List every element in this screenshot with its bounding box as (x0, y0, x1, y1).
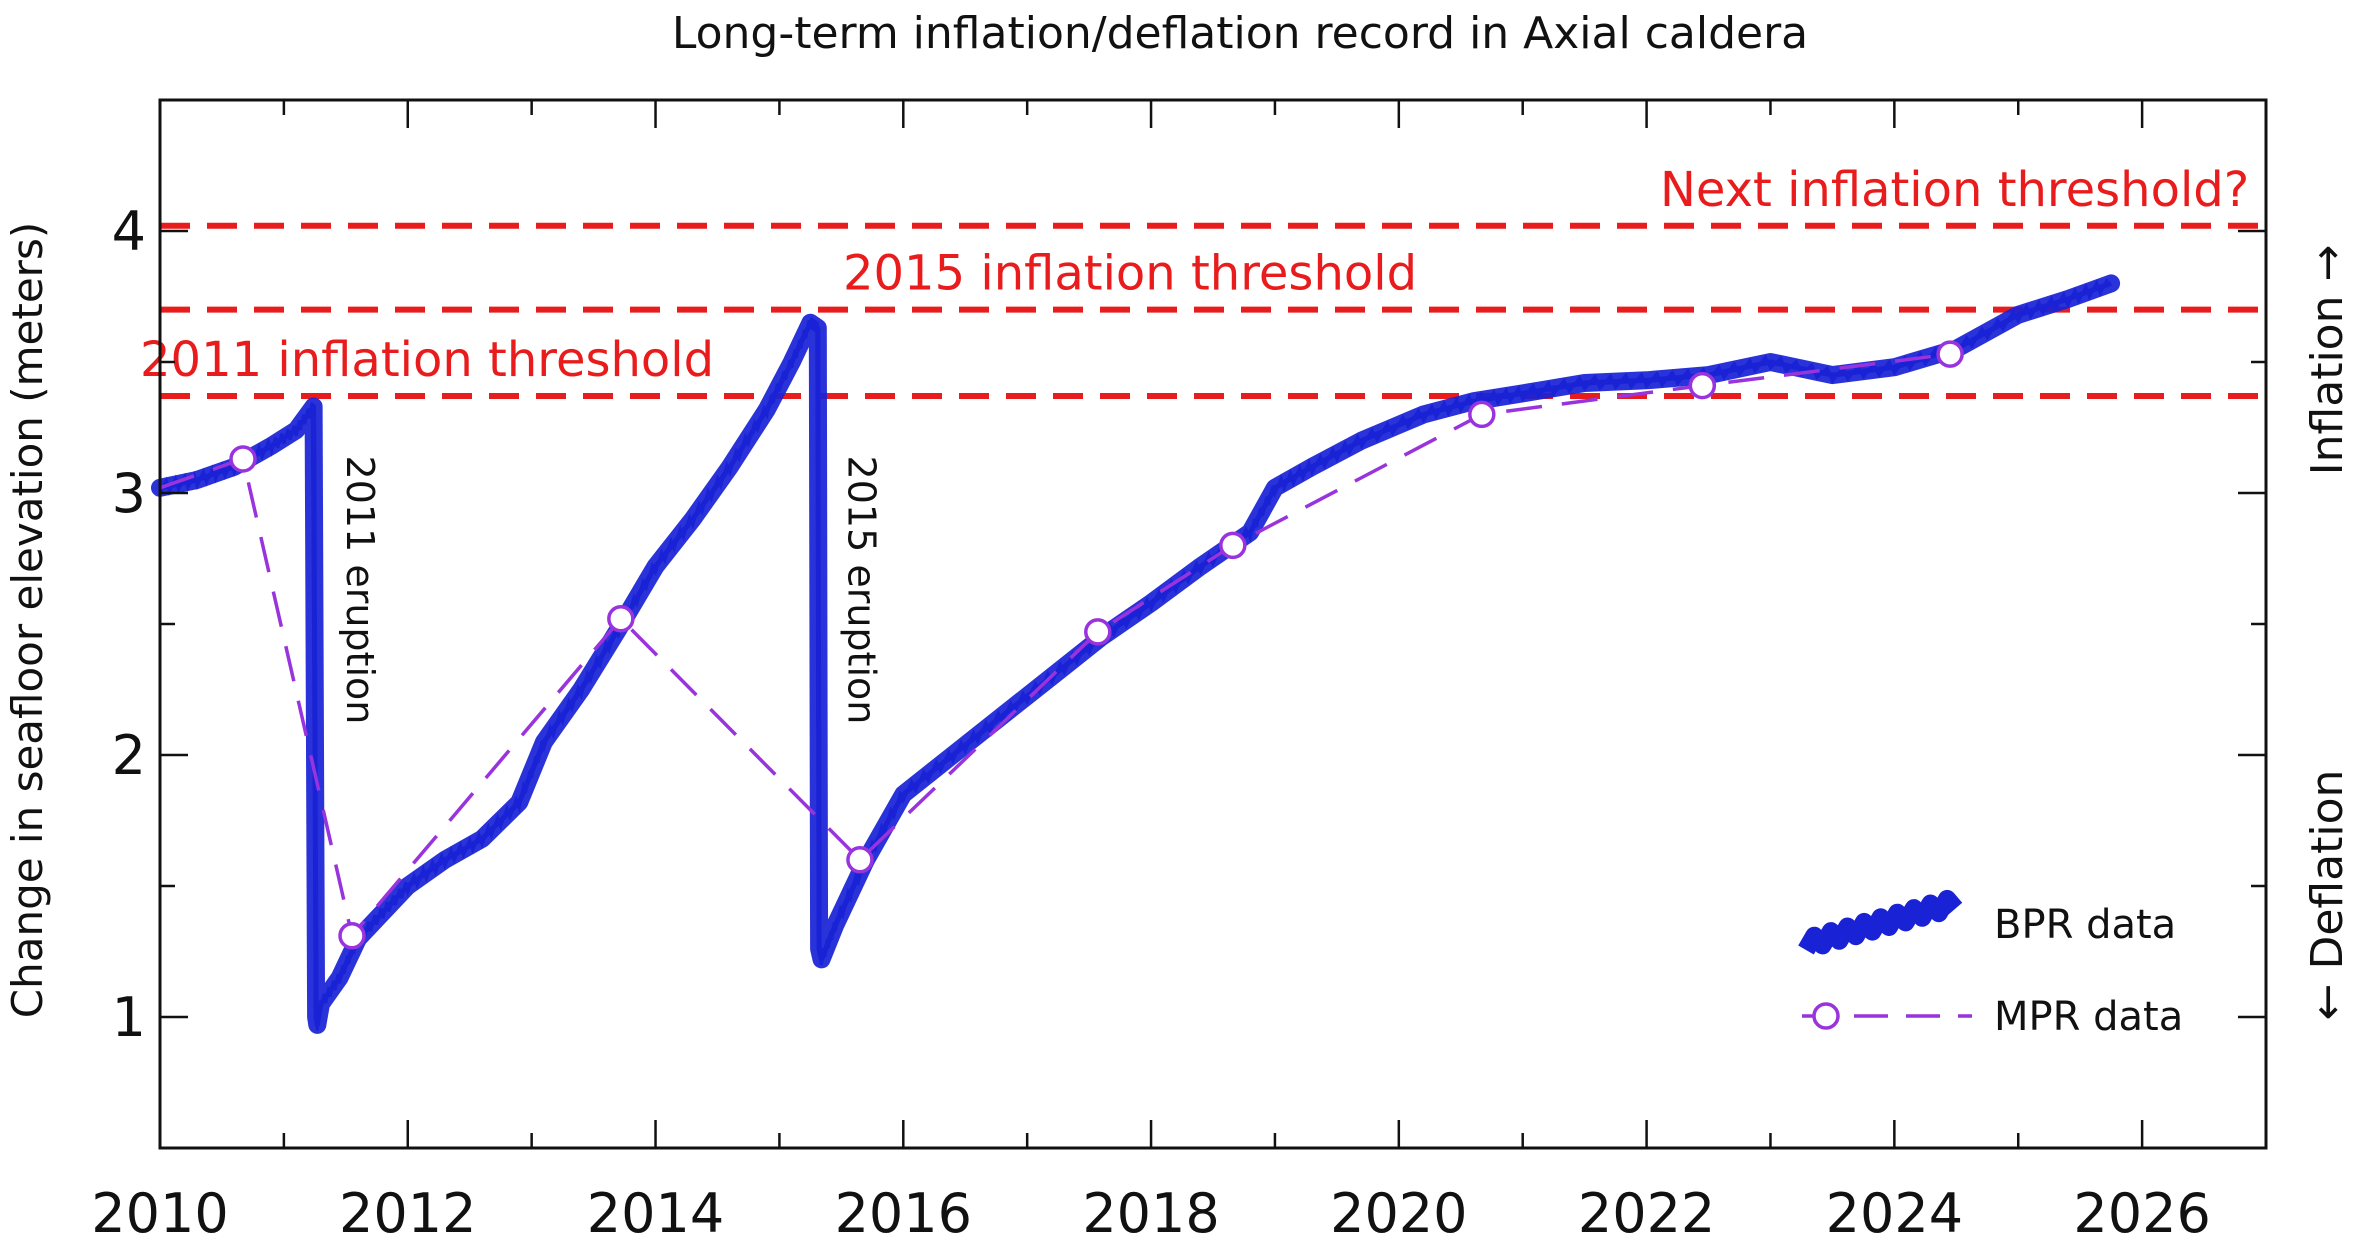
x-tick-label: 2022 (1578, 1182, 1715, 1245)
y-tick-label: 4 (112, 200, 146, 263)
mpr-point (1468, 400, 1496, 429)
inflation-label: Inflation → (2302, 245, 2353, 476)
x-tick-label: 2024 (1826, 1182, 1963, 1245)
mpr-point (1084, 618, 1112, 646)
x-tick-label: 2026 (2073, 1182, 2210, 1245)
eruption-label: 2015 eruption (840, 456, 884, 725)
eruption-label: 2011 eruption (338, 456, 382, 725)
mpr-point (1219, 531, 1247, 560)
threshold-label: 2011 inflation threshold (140, 332, 714, 388)
mpr-point (846, 846, 874, 874)
mpr-series-line (159, 352, 1951, 940)
y-tick-label: 2 (112, 724, 146, 787)
mpr-point (607, 605, 635, 633)
threshold-label: Next inflation threshold? (1660, 162, 2249, 218)
mpr-point (338, 922, 366, 950)
legend-mpr-label: MPR data (1994, 994, 2183, 1040)
x-tick-label: 2012 (339, 1182, 476, 1245)
legend-bpr-swatch (1798, 889, 1963, 955)
chart-title: Long-term inflation/deflation record in … (672, 8, 1808, 59)
mpr-point (1688, 371, 1717, 400)
bpr-noise (158, 278, 2109, 1031)
x-tick-label: 2016 (835, 1182, 972, 1245)
x-tick-label: 2010 (91, 1182, 228, 1245)
y-tick-label: 3 (112, 462, 146, 525)
deflation-label: ← Deflation (2302, 770, 2353, 1021)
x-tick-label: 2014 (587, 1182, 724, 1245)
legend-bpr-label: BPR data (1994, 902, 2176, 948)
mpr-point (229, 445, 257, 473)
mpr-point (1936, 340, 1964, 368)
y-tick-label: 1 (112, 986, 146, 1049)
legend-mpr-marker (1812, 1002, 1840, 1030)
x-tick-label: 2020 (1330, 1182, 1467, 1245)
y-axis-label: Change in seafloor elevation (meters) (3, 222, 52, 1018)
x-tick-label: 2018 (1082, 1182, 1219, 1245)
threshold-label: 2015 inflation threshold (843, 246, 1417, 302)
